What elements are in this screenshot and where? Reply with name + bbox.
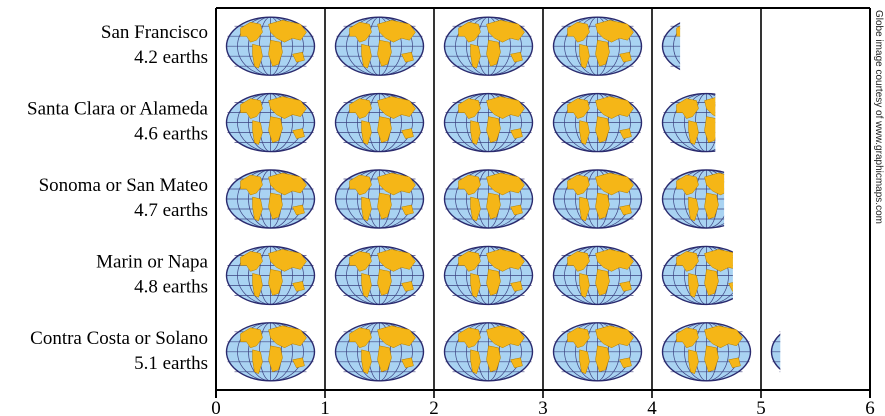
globe-icon (225, 16, 316, 76)
category-label: Santa Clara or Alameda (27, 99, 209, 120)
globe-icon (443, 245, 534, 306)
globe-icon (661, 245, 733, 306)
category-label: Sonoma or San Mateo (39, 175, 208, 196)
globe-icon (334, 169, 425, 229)
x-tick-label: 1 (320, 398, 330, 416)
globe-icon (334, 322, 425, 382)
globe-icon (552, 92, 643, 153)
x-axis-ticks: 0 1 2 3 4 5 6 (211, 398, 875, 416)
globe-icon (334, 92, 425, 153)
category-label: Marin or Napa (96, 251, 208, 272)
x-tick-label: 5 (756, 398, 766, 416)
globe-icon (661, 92, 716, 153)
globe-icon (661, 322, 752, 382)
globe-icon (443, 16, 534, 76)
category-label: Contra Costa or Solano (30, 328, 208, 349)
value-label: 4.8 earths (134, 276, 208, 297)
globe-icon (225, 92, 316, 153)
globe-icon (552, 16, 643, 76)
globe-icon (770, 322, 781, 382)
globe-icon (334, 245, 425, 306)
globe-icon (661, 169, 725, 229)
bar-row (225, 169, 725, 229)
value-label: 4.7 earths (134, 200, 208, 221)
globe-icon (552, 245, 643, 306)
bar-row (225, 16, 681, 76)
globe-icon (443, 322, 534, 382)
x-tick-label: 6 (865, 398, 875, 416)
globe-icon (443, 92, 534, 153)
globe-icon (225, 245, 316, 306)
x-tick-label: 3 (538, 398, 548, 416)
category-labels: San Francisco 4.2 earths Santa Clara or Al… (27, 22, 209, 374)
grid-lines (215, 7, 871, 398)
image-credit: Globe image courtesy of www.graphicmaps.… (873, 10, 884, 224)
globe-icon (225, 322, 316, 382)
value-label: 4.6 earths (134, 124, 208, 145)
globe-icon (225, 169, 316, 229)
x-tick-label: 0 (211, 398, 221, 416)
globe-icon (334, 16, 425, 76)
globe-icon (443, 169, 534, 229)
x-tick-label: 2 (429, 398, 439, 416)
bar-row (225, 245, 733, 306)
globe-icon (661, 16, 681, 76)
x-tick-label: 4 (647, 398, 657, 416)
value-label: 4.2 earths (134, 47, 208, 68)
bar-row (225, 92, 716, 153)
value-label: 5.1 earths (134, 353, 208, 374)
category-label: San Francisco (101, 22, 208, 43)
globe-icon (552, 322, 643, 382)
globe-icon (552, 169, 643, 229)
